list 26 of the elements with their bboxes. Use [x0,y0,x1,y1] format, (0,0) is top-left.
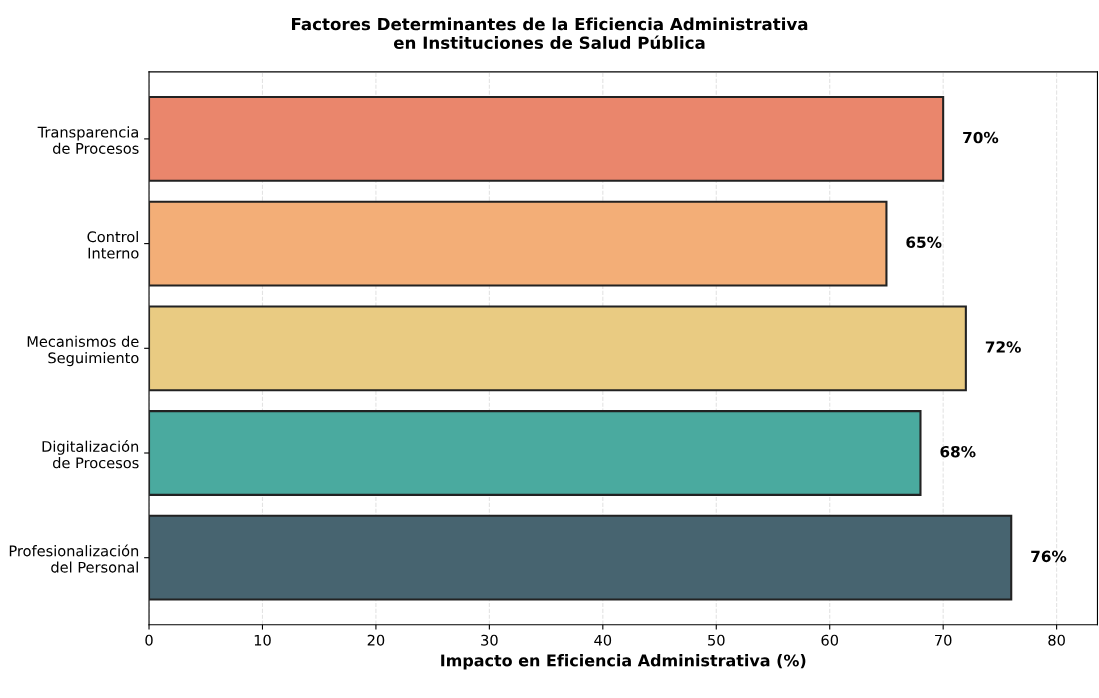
x-tick-label: 0 [145,634,153,646]
bar [149,200,888,287]
x-tick-label: 20 [367,634,385,646]
bar [149,95,945,182]
y-tick-label: Mecanismos de Seguimiento [27,335,139,367]
data-label: 68% [940,445,976,458]
data-label: 65% [906,236,942,249]
y-tick-label: Profesionalización del Personal [9,544,139,573]
chart-title: Factores Determinantes de la Eficiencia Administrativa en Instituciones de Salud Pública [292,17,808,50]
x-tick-label: 50 [708,634,725,646]
x-tick-label: 80 [1048,634,1065,646]
bar [149,410,922,496]
x-tick-label: 40 [594,634,612,646]
x-axis-title: Impacto en Eficiencia Administrativa (%) [441,654,806,670]
x-tick-label: 30 [481,634,498,646]
x-tick-label: 70 [935,634,952,646]
data-label: 76% [1031,550,1067,563]
bar [149,514,1013,601]
y-tick-label: Transparencia de Procesos [37,126,139,154]
bar [149,305,967,392]
y-tick-label: Control Interno [87,231,139,259]
x-tick-label: 10 [254,634,271,646]
y-tick-label: Digitalización de Procesos [42,440,139,469]
data-label: 72% [985,341,1021,353]
x-tick-label: 60 [821,634,839,646]
data-label: 70% [963,131,999,144]
